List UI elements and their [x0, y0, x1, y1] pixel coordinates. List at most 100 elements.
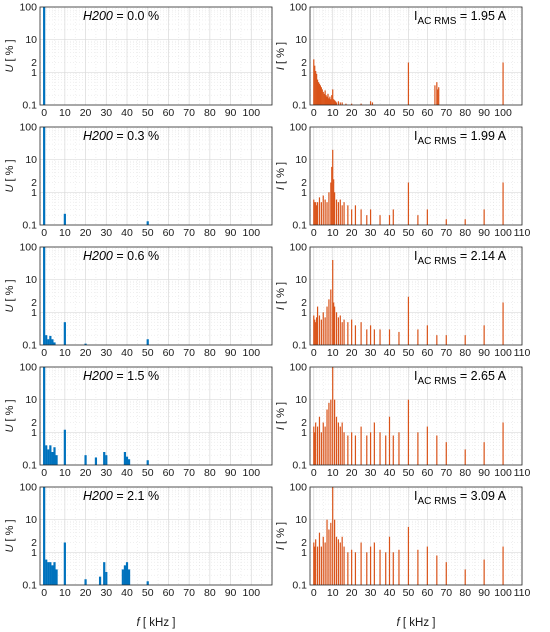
bar — [351, 209, 353, 225]
x-tick-label: 50 — [403, 347, 415, 359]
x-tick-label: 20 — [346, 467, 358, 479]
bar — [319, 85, 322, 105]
x-tick-label: 50 — [142, 587, 154, 599]
bar — [316, 79, 319, 105]
bar — [123, 452, 127, 465]
x-tick-label: 30 — [365, 467, 377, 479]
bar — [335, 102, 338, 105]
x-tick-label: 100 — [494, 467, 512, 479]
bar — [43, 367, 46, 465]
bar — [315, 539, 317, 585]
y-tick-label: 100 — [289, 362, 307, 374]
bar — [436, 335, 438, 345]
bar — [360, 542, 362, 585]
x-tick-label: 20 — [80, 227, 92, 239]
x-tick-label: 40 — [121, 467, 133, 479]
bar — [379, 432, 381, 465]
y-tick-label: 10 — [25, 514, 37, 526]
y-tick-label: 1 — [31, 427, 37, 439]
bar — [337, 422, 339, 465]
axes-frame — [309, 6, 523, 106]
bar — [339, 102, 341, 105]
bar — [373, 422, 375, 465]
bar — [360, 209, 362, 225]
bar — [84, 455, 87, 465]
bar — [388, 536, 391, 585]
annotation-h200: H200 = 2.1 % — [83, 489, 159, 503]
bar — [331, 95, 333, 105]
annotation-iac-rms: IAC RMS = 1.95 A — [414, 9, 507, 27]
bar — [326, 96, 328, 105]
y-tick-label: 2 — [31, 537, 37, 549]
bar — [339, 199, 341, 225]
bar — [339, 315, 341, 345]
x-tick-label: 30 — [365, 107, 377, 119]
axes-frame — [39, 486, 273, 586]
plot-area — [310, 487, 522, 585]
bar — [392, 209, 394, 225]
x-tick-label: 100 — [243, 467, 261, 479]
bar — [146, 339, 149, 345]
bar — [127, 459, 131, 465]
bar — [369, 325, 372, 345]
x-tick-label: 90 — [478, 227, 490, 239]
bar — [343, 202, 345, 225]
bar — [45, 335, 48, 345]
bar — [434, 85, 436, 105]
x-tick-label: 70 — [183, 587, 195, 599]
bar — [334, 306, 336, 345]
x-tick-label: 0 — [41, 467, 47, 479]
bar — [438, 87, 440, 105]
bar — [146, 221, 149, 225]
bar — [351, 432, 353, 465]
y-tick-label: 2 — [301, 417, 307, 429]
x-tick-label: 10 — [59, 587, 71, 599]
y-tick-label: 0.1 — [292, 220, 307, 232]
bar — [334, 100, 336, 105]
bar — [329, 96, 331, 105]
plot-area — [310, 367, 522, 465]
plot-area — [310, 7, 522, 105]
bar — [398, 549, 400, 585]
x-tick-label: 30 — [100, 467, 112, 479]
x-tick-label: 50 — [142, 107, 154, 119]
bar — [313, 199, 315, 225]
y-tick-label: 0.1 — [292, 580, 307, 592]
y-tick-label: 10 — [295, 394, 307, 406]
bar — [127, 569, 131, 585]
bar — [313, 315, 315, 345]
panel-i-row-1: 0.1 12 10 100 0 10 20 30 40 50 60 70 80 90 100 I [ % ] I… — [275, 2, 523, 119]
bar — [366, 215, 368, 225]
y-tick-label: 100 — [19, 482, 37, 494]
x-tick-label: 40 — [121, 227, 133, 239]
bar — [392, 435, 394, 465]
x-tick-label: 60 — [422, 467, 434, 479]
x-tick-label: 0 — [311, 227, 317, 239]
bar — [483, 209, 485, 225]
x-tick-label: 90 — [478, 467, 490, 479]
y-tick-label: 100 — [289, 122, 307, 134]
y-tick-label: 10 — [295, 34, 307, 46]
bar — [337, 317, 339, 345]
y-tick-label: 0.1 — [292, 460, 307, 472]
bar — [366, 435, 368, 465]
bar — [53, 342, 56, 345]
x-tick-label: 50 — [403, 587, 415, 599]
bar — [354, 205, 357, 225]
bar — [332, 149, 334, 225]
bar — [366, 552, 368, 585]
y-axis-label: U [ % ] — [4, 279, 16, 312]
y-tick-label: 100 — [19, 362, 37, 374]
bar — [45, 559, 48, 585]
bar — [318, 416, 321, 465]
bar — [320, 202, 322, 225]
x-tick-label: 50 — [403, 467, 415, 479]
x-tick-label: 80 — [204, 107, 216, 119]
bar — [379, 215, 381, 225]
bar — [335, 199, 338, 225]
bar — [313, 59, 315, 105]
bar — [326, 519, 328, 585]
bar — [345, 103, 347, 105]
